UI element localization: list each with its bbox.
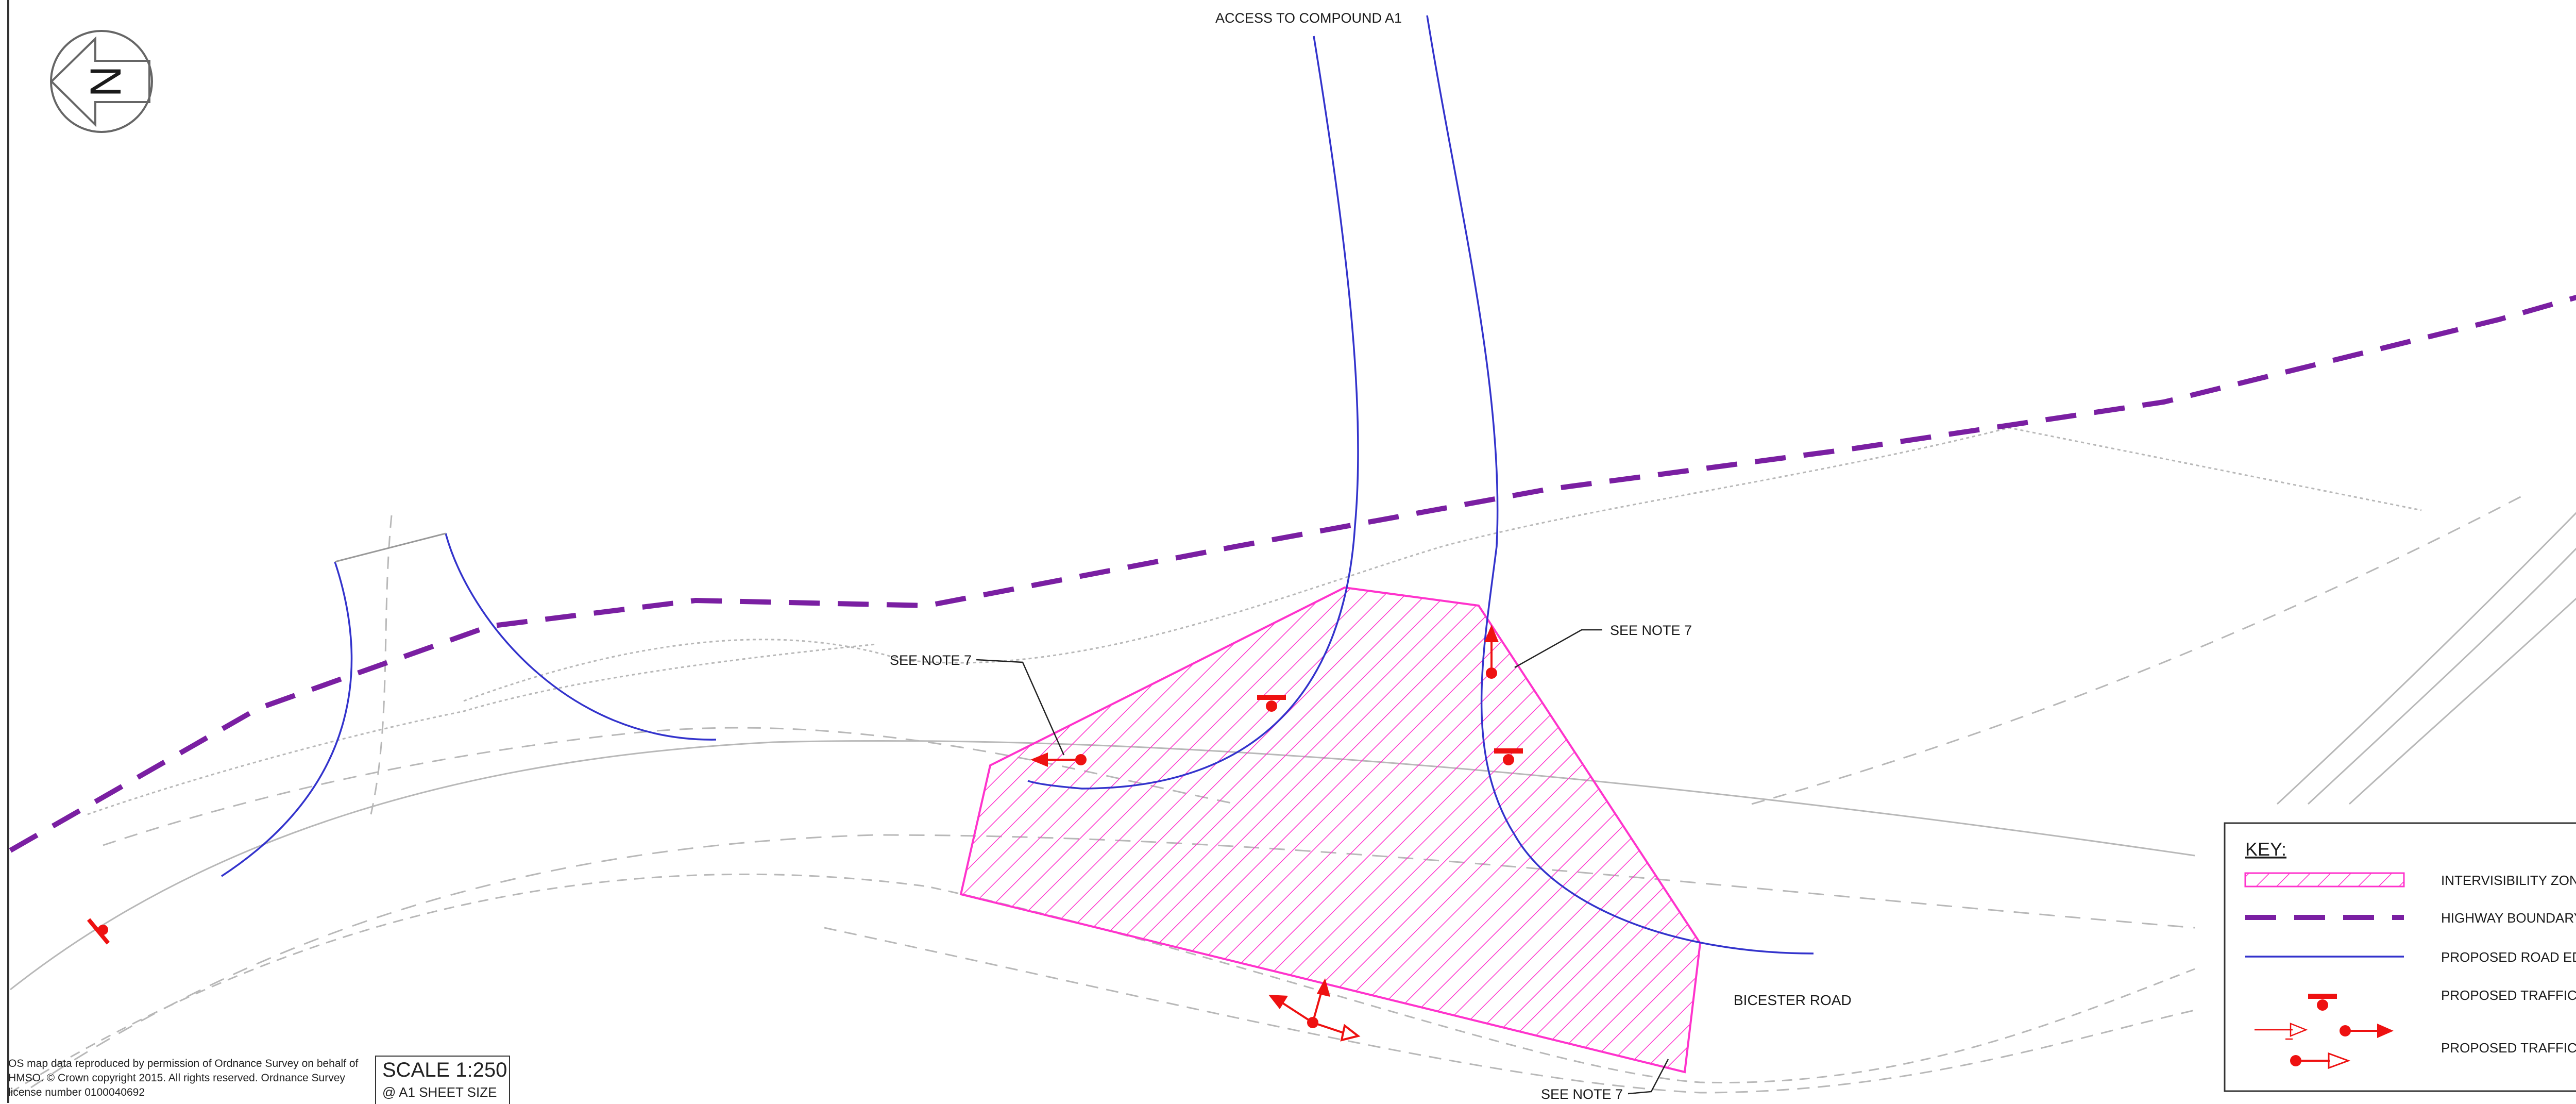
key-label-intervisibility: INTERVISIBILITY ZONE <box>2441 873 2576 888</box>
traffic-signal-symbol <box>1268 978 1361 1042</box>
road-centreline <box>30 834 2195 1089</box>
key-label-traffic-signals: PROPOSED TRAFFIC SIGNALS <box>2441 1040 2576 1056</box>
credit-line-1: OS map data reproduced by permission of … <box>8 1058 359 1069</box>
traffic-sign-symbol <box>1494 748 1523 765</box>
north-arrow: N <box>50 30 153 133</box>
label-access-to-compound: ACCESS TO COMPOUND A1 <box>1215 10 1402 26</box>
scale-sheet-size: @ A1 SHEET SIZE <box>382 1084 497 1100</box>
north-letter: N <box>81 66 130 97</box>
old-junction-tie-line <box>334 532 446 563</box>
credit-line-2: HMSO. © Crown copyright 2015. All rights… <box>8 1072 345 1084</box>
track-west <box>370 515 393 815</box>
highway-boundary-line <box>9 294 2576 853</box>
hatched-zone-swatch <box>2244 872 2405 888</box>
annotation-leaders <box>976 629 1669 1095</box>
leader-note-bottom <box>1628 1059 1669 1095</box>
traffic-signs <box>87 695 1523 945</box>
key-legend: KEY: INTERVISIBILITY ZONE HIGHWAY BOUNDA… <box>2224 822 2576 1092</box>
key-label-boundary: HIGHWAY BOUNDARY <box>2441 910 2576 926</box>
key-label-traffic-sign: PROPOSED TRAFFIC SIGN <box>2441 988 2576 1003</box>
leader-note-left <box>976 659 1065 756</box>
credit-line-3: license number 0100040692 <box>8 1086 145 1098</box>
hedge-line-2 <box>87 643 876 815</box>
key-title: KEY: <box>2245 839 2286 860</box>
traffic-signal-symbol <box>2255 1023 2394 1069</box>
rail-line-3 <box>2348 597 2576 805</box>
carriageway-edge-north <box>10 740 2195 991</box>
traffic-signals <box>1030 625 1499 1042</box>
scale-title: SCALE 1:250 <box>382 1059 507 1081</box>
rail-line-2 <box>2307 547 2576 805</box>
old-junction-west-edge <box>221 561 353 877</box>
hedge-line <box>463 427 2422 702</box>
traffic-signal-symbol <box>1030 752 1087 767</box>
rail-line-1 <box>2276 512 2576 805</box>
old-junction-east-edge <box>445 533 717 741</box>
proposed-road-edges <box>221 15 1814 955</box>
key-label-road-edge: PROPOSED ROAD EDGE <box>2441 949 2576 965</box>
traffic-signal-symbol <box>1484 625 1499 679</box>
leader-note-right <box>1514 629 1602 668</box>
label-see-note-bottom: SEE NOTE 7 <box>1541 1086 1623 1102</box>
verge-east <box>1751 494 2525 805</box>
copyright-credit: OS map data reproduced by permission of … <box>8 1057 369 1103</box>
base-map <box>10 427 2576 1094</box>
traffic-sign-symbol <box>2308 994 2337 1011</box>
intervisibility-zone <box>959 586 1702 1074</box>
label-see-note-left: SEE NOTE 7 <box>890 653 972 668</box>
field-edge <box>103 727 1237 846</box>
verge-line <box>824 927 2195 1094</box>
scale-block: SCALE 1:250 @ A1 SHEET SIZE <box>375 1056 510 1104</box>
traffic-sign-symbol <box>1257 695 1286 712</box>
label-bicester-road: BICESTER ROAD <box>1734 992 1852 1008</box>
traffic-sign-symbol <box>87 918 110 945</box>
access-road-east-edge <box>1426 15 1814 955</box>
carriageway-edge-south <box>10 873 2195 1094</box>
label-see-note-right: SEE NOTE 7 <box>1610 623 1692 638</box>
access-road-west-edge <box>1027 36 1359 790</box>
